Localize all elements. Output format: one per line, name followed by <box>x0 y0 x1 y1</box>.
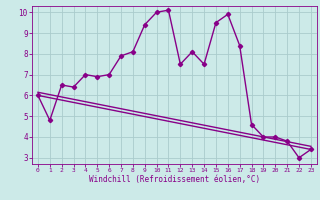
X-axis label: Windchill (Refroidissement éolien,°C): Windchill (Refroidissement éolien,°C) <box>89 175 260 184</box>
